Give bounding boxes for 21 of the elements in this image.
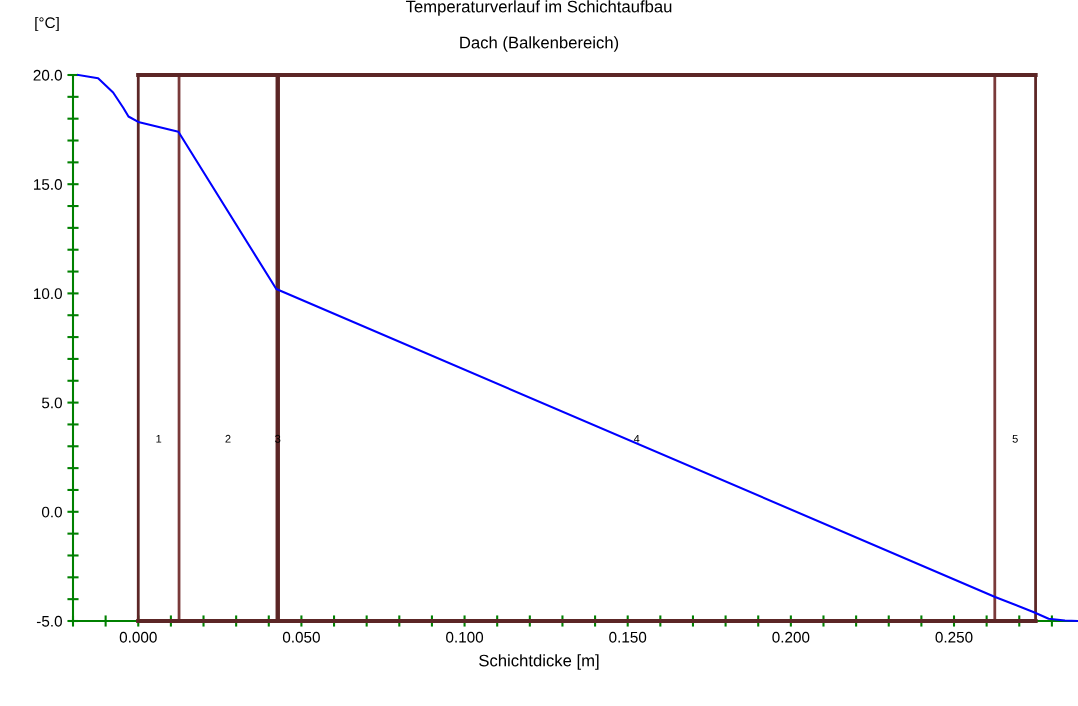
y-tick-label: 10.0 (34, 288, 62, 300)
y-tick-label: 0.0 (41, 506, 62, 518)
annotation: 5 (1012, 434, 1018, 443)
x-tick-label: 0.050 (282, 631, 320, 643)
chart-subtitle: Dach (Balkenbereich) (460, 36, 619, 52)
chart-title: Temperaturverlauf im Schichtaufbau (405, 0, 672, 16)
x-tick-label: 0.100 (446, 631, 484, 643)
x-tick-label: 0.250 (935, 631, 973, 643)
annotation: 2 (225, 434, 231, 443)
line-series (77, 73, 1078, 623)
annotation: 4 (633, 434, 640, 443)
y-tick-label: 15.0 (34, 179, 62, 190)
x-axis-title: Schichtdicke [m] (479, 654, 599, 670)
x-tick-label: 0.150 (609, 631, 647, 643)
x-tick-label: 0.200 (772, 631, 810, 643)
y-tick-label: 5.0 (41, 397, 62, 409)
x-tick-label: 0.000 (119, 631, 157, 643)
y-axis-title: [°C] (35, 16, 59, 32)
annotation: 1 (156, 434, 162, 443)
y-tick-label: -5.0 (36, 615, 62, 627)
y-tick-label: 20.0 (33, 69, 62, 81)
